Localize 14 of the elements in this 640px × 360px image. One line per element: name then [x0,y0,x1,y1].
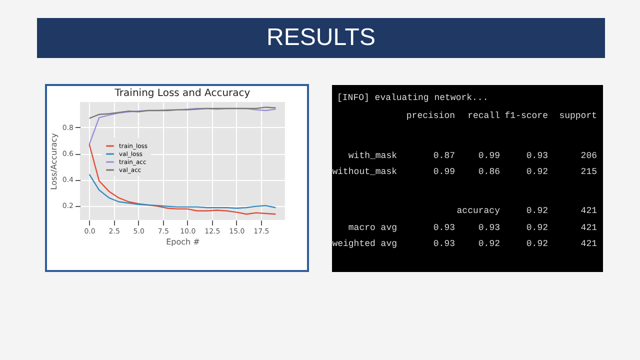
line-series [88,106,276,119]
line-series [88,144,276,215]
text: macro avg 0.93 0.93 0.92 421 [348,223,597,233]
chart-title: Training Loss and Accuracy [114,88,250,99]
x-axis-title: Epoch # [166,238,200,246]
text: weighted avg 0.93 0.92 0.92 421 [332,239,597,249]
text: precision recall f1-score support [406,111,597,121]
text: with_mask 0.87 0.99 0.93 206 [348,151,597,161]
text: RESULTS [37,18,605,58]
text: [INFO] evaluating network... [337,93,488,103]
line-series [88,174,276,209]
text: without_mask 0.99 0.86 0.92 215 [332,167,597,177]
y-axis-title: Loss/Accuracy [49,132,58,190]
text: accuracy 0.92 421 [456,206,597,216]
